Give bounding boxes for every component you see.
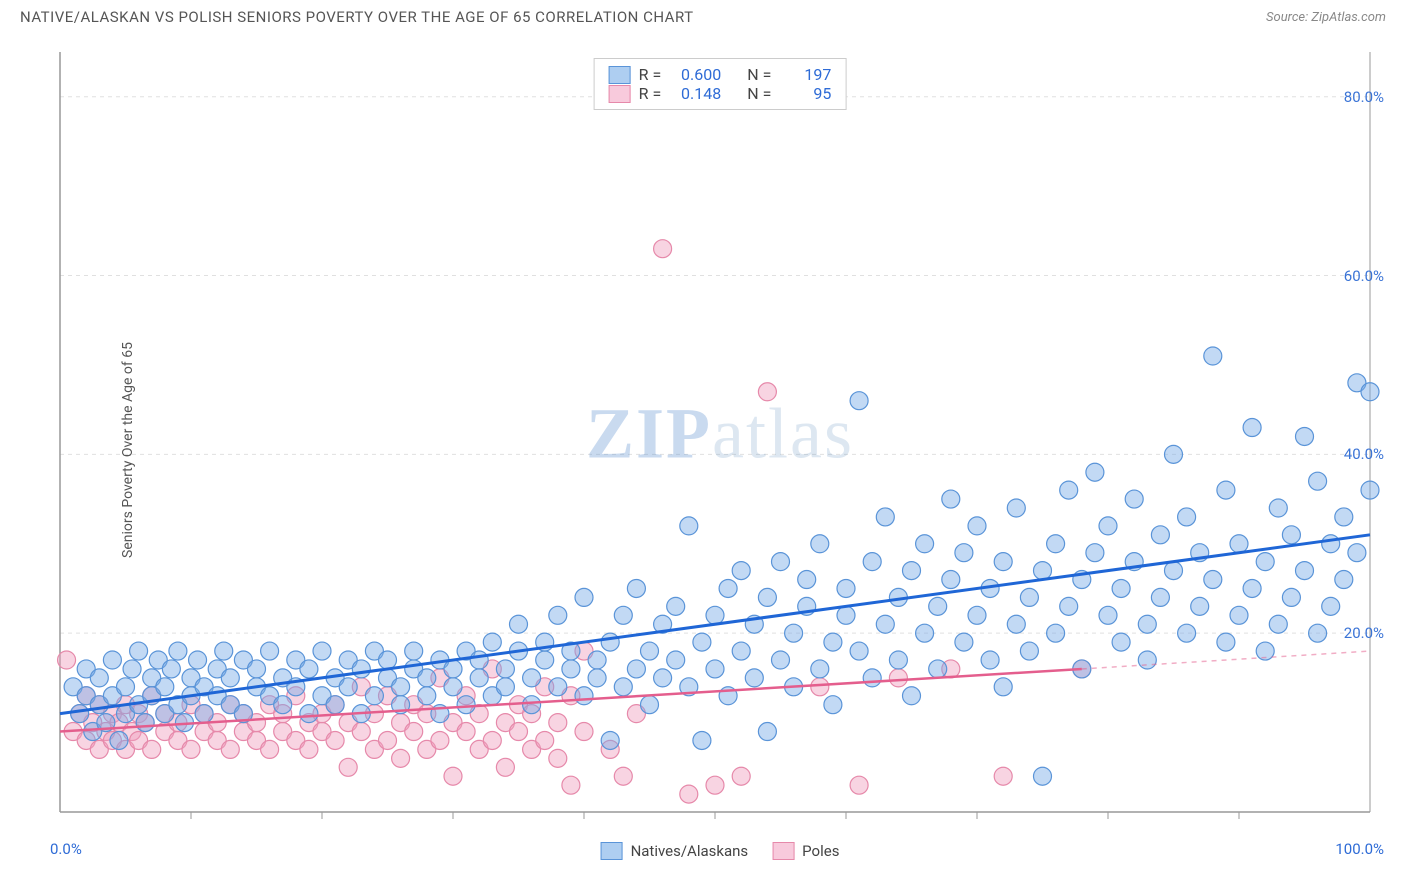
n-label-2: N = — [747, 84, 771, 103]
r-label-2: R = — [639, 84, 662, 103]
scatter-plot-svg — [50, 40, 1390, 860]
legend-item-natives: Natives/Alaskans — [601, 842, 749, 860]
swatch-natives — [609, 66, 631, 84]
correlation-legend: R = 0.600 N = 197 R = 0.148 N = 95 — [594, 58, 847, 110]
y-tick-label: 40.0% — [1344, 445, 1384, 463]
x-tick-left: 0.0% — [50, 840, 82, 858]
r-label: R = — [639, 65, 662, 84]
corr-row-natives: R = 0.600 N = 197 — [609, 65, 832, 84]
chart-header: NATIVE/ALASKAN VS POLISH SENIORS POVERTY… — [0, 0, 1406, 30]
y-tick-label: 60.0% — [1344, 267, 1384, 285]
legend-label-poles: Poles — [802, 842, 839, 860]
swatch-poles — [609, 85, 631, 103]
corr-row-poles: R = 0.148 N = 95 — [609, 84, 832, 103]
chart-source: Source: ZipAtlas.com — [1266, 10, 1386, 25]
legend-swatch-natives — [601, 842, 623, 860]
legend-swatch-poles — [772, 842, 794, 860]
n-value-poles: 95 — [779, 84, 831, 103]
r-value-natives: 0.600 — [669, 65, 721, 84]
legend-label-natives: Natives/Alaskans — [631, 842, 749, 860]
series-legend: Natives/Alaskans Poles — [601, 842, 840, 860]
legend-item-poles: Poles — [772, 842, 839, 860]
y-tick-label: 20.0% — [1344, 624, 1384, 642]
n-label: N = — [747, 65, 771, 84]
chart-title: NATIVE/ALASKAN VS POLISH SENIORS POVERTY… — [20, 8, 694, 26]
n-value-natives: 197 — [779, 65, 831, 84]
x-tick-right: 100.0% — [1335, 840, 1384, 858]
chart-area: Seniors Poverty Over the Age of 65 ZIPat… — [50, 40, 1390, 860]
y-tick-label: 80.0% — [1344, 88, 1384, 106]
r-value-poles: 0.148 — [669, 84, 721, 103]
